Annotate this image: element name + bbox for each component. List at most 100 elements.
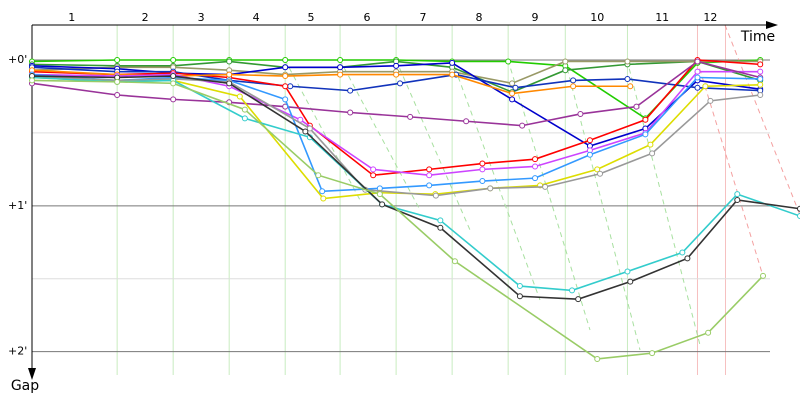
point	[452, 259, 457, 264]
point	[237, 94, 242, 99]
point	[171, 97, 176, 102]
x-tick-label: 1	[68, 11, 75, 24]
point	[510, 81, 515, 86]
point	[371, 167, 376, 172]
x-tick-label: 2	[142, 11, 149, 24]
point	[517, 284, 522, 289]
x-tick-label: 12	[703, 11, 717, 24]
point	[578, 111, 583, 116]
point	[450, 72, 455, 77]
point	[480, 167, 485, 172]
point	[408, 114, 413, 119]
point	[320, 189, 325, 194]
point	[735, 198, 740, 203]
point	[735, 192, 740, 197]
point	[650, 151, 655, 156]
x-axis-title: Time	[740, 29, 775, 45]
point	[595, 356, 600, 361]
point	[316, 173, 321, 178]
point	[758, 76, 763, 81]
y-tick-label: +0'	[8, 53, 27, 66]
x-tick-label: 10	[590, 11, 604, 24]
point	[706, 330, 711, 335]
point	[761, 273, 766, 278]
x-tick-label: 4	[253, 11, 260, 24]
point	[283, 84, 288, 89]
point	[758, 62, 763, 67]
point	[563, 68, 568, 73]
point	[703, 84, 708, 89]
x-tick-label: 7	[420, 11, 427, 24]
point	[171, 74, 176, 79]
point	[587, 138, 592, 143]
point	[598, 171, 603, 176]
point	[380, 202, 385, 207]
point	[533, 157, 538, 162]
point	[115, 93, 120, 98]
x-tick-label: 8	[476, 11, 483, 24]
y-axis-title: Gap	[11, 378, 39, 394]
point	[303, 129, 308, 134]
point	[283, 74, 288, 79]
point	[648, 142, 653, 147]
point	[338, 58, 343, 63]
point	[680, 250, 685, 255]
point	[433, 193, 438, 198]
point	[625, 59, 630, 64]
point	[283, 97, 288, 102]
point	[517, 294, 522, 299]
point	[695, 59, 700, 64]
x-tick-label: 9	[532, 11, 539, 24]
point	[685, 256, 690, 261]
point	[510, 91, 515, 96]
point	[625, 269, 630, 274]
point	[643, 132, 648, 137]
point	[506, 59, 511, 64]
point	[480, 179, 485, 184]
point	[650, 351, 655, 356]
point	[115, 79, 120, 84]
point	[464, 119, 469, 124]
point	[394, 63, 399, 68]
point	[338, 65, 343, 70]
point	[695, 85, 700, 90]
point	[563, 59, 568, 64]
y-tick-label: +2'	[8, 345, 27, 358]
point	[625, 76, 630, 81]
reference-line	[725, 25, 800, 215]
point	[587, 152, 592, 157]
point	[377, 192, 382, 197]
point	[510, 97, 515, 102]
point	[371, 173, 376, 178]
point	[543, 184, 548, 189]
point	[427, 173, 432, 178]
point	[570, 288, 575, 293]
point	[513, 85, 518, 90]
time-axis-arrow	[766, 21, 778, 29]
point	[171, 81, 176, 86]
point	[171, 58, 176, 63]
point	[488, 186, 493, 191]
point	[438, 218, 443, 223]
point	[695, 69, 700, 74]
point	[288, 84, 293, 89]
x-tick-label: 5	[307, 11, 314, 24]
reference-line	[697, 60, 763, 276]
point	[427, 183, 432, 188]
point	[450, 60, 455, 65]
x-tick-label: 6	[363, 11, 370, 24]
y-tick-label: +1'	[8, 199, 27, 212]
point	[643, 117, 648, 122]
point	[576, 297, 581, 302]
point	[242, 116, 247, 121]
point	[628, 84, 633, 89]
point	[227, 72, 232, 77]
point	[758, 82, 763, 87]
point	[242, 107, 247, 112]
point	[480, 161, 485, 166]
reference-line	[285, 60, 360, 200]
point	[321, 196, 326, 201]
point	[628, 279, 633, 284]
